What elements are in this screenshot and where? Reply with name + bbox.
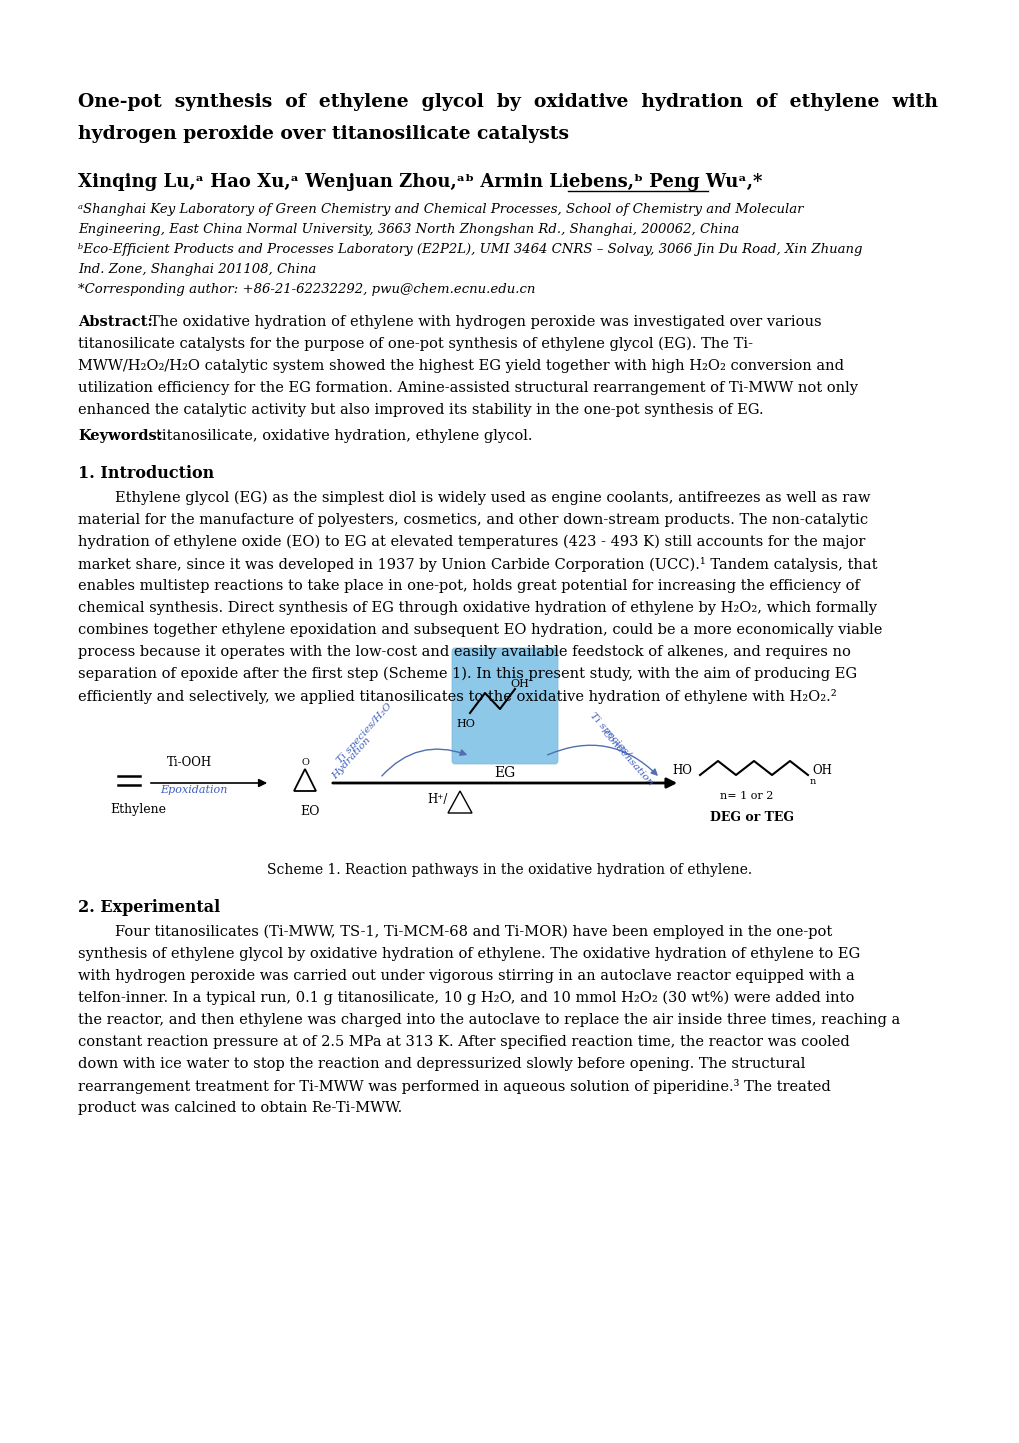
Text: the reactor, and then ethylene was charged into the autoclave to replace the air: the reactor, and then ethylene was charg… <box>77 1013 900 1027</box>
Text: Keywords:: Keywords: <box>77 429 162 443</box>
Text: titanosilicate, oxidative hydration, ethylene glycol.: titanosilicate, oxidative hydration, eth… <box>156 429 532 443</box>
Text: synthesis of ethylene glycol by oxidative hydration of ethylene. The oxidative h: synthesis of ethylene glycol by oxidativ… <box>77 947 859 961</box>
Text: Ethylene glycol (EG) as the simplest diol is widely used as engine coolants, ant: Ethylene glycol (EG) as the simplest dio… <box>77 491 869 505</box>
Text: combines together ethylene epoxidation and subsequent EO hydration, could be a m: combines together ethylene epoxidation a… <box>77 623 881 636</box>
Text: H⁺/: H⁺/ <box>427 794 447 807</box>
Text: Ti-OOH: Ti-OOH <box>166 756 211 769</box>
Text: material for the manufacture of polyesters, cosmetics, and other down-stream pro: material for the manufacture of polyeste… <box>77 514 867 527</box>
Text: O: O <box>301 758 309 768</box>
Text: The oxidative hydration of ethylene with hydrogen peroxide was investigated over: The oxidative hydration of ethylene with… <box>150 315 821 329</box>
Text: HO: HO <box>672 765 691 778</box>
Text: DEG or TEG: DEG or TEG <box>709 811 793 824</box>
Text: ᵃShanghai Key Laboratory of Green Chemistry and Chemical Processes, School of Ch: ᵃShanghai Key Laboratory of Green Chemis… <box>77 203 803 216</box>
Text: hydration of ethylene oxide (EO) to EG at elevated temperatures (423 - 493 K) st: hydration of ethylene oxide (EO) to EG a… <box>77 535 864 550</box>
Text: titanosilicate catalysts for the purpose of one-pot synthesis of ethylene glycol: titanosilicate catalysts for the purpose… <box>77 338 752 352</box>
Text: Epoxidation: Epoxidation <box>160 785 227 795</box>
Text: ᵇEco-Efficient Products and Processes Laboratory (E2P2L), UMI 3464 CNRS – Solvay: ᵇEco-Efficient Products and Processes La… <box>77 242 862 255</box>
Text: enables multistep reactions to take place in one-pot, holds great potential for : enables multistep reactions to take plac… <box>77 579 859 593</box>
Text: Abstract:: Abstract: <box>77 315 153 329</box>
Text: Ethylene: Ethylene <box>110 802 166 815</box>
Text: Hydration: Hydration <box>330 736 373 781</box>
Text: OH: OH <box>510 680 529 688</box>
Text: chemical synthesis. Direct synthesis of EG through oxidative hydration of ethyle: chemical synthesis. Direct synthesis of … <box>77 600 876 615</box>
Text: EG: EG <box>494 766 516 781</box>
Text: utilization efficiency for the EG formation. Amine-assisted structural rearrange: utilization efficiency for the EG format… <box>77 381 857 395</box>
Text: with hydrogen peroxide was carried out under vigorous stirring in an autoclave r: with hydrogen peroxide was carried out u… <box>77 970 854 983</box>
Text: MWW/H₂O₂/H₂O catalytic system showed the highest EG yield together with high H₂O: MWW/H₂O₂/H₂O catalytic system showed the… <box>77 359 843 372</box>
Text: Ti species/H₂O: Ti species/H₂O <box>335 701 394 765</box>
Text: efficiently and selectively, we applied titanosilicates to the oxidative hydrati: efficiently and selectively, we applied … <box>77 688 836 704</box>
Text: 1. Introduction: 1. Introduction <box>77 465 214 482</box>
Text: separation of epoxide after the first step (Scheme 1). In this present study, wi: separation of epoxide after the first st… <box>77 667 856 681</box>
Text: OH: OH <box>811 765 832 778</box>
Text: product was calcined to obtain Re-Ti-MWW.: product was calcined to obtain Re-Ti-MWW… <box>77 1101 401 1115</box>
Text: enhanced the catalytic activity but also improved its stability in the one-pot s: enhanced the catalytic activity but also… <box>77 403 763 417</box>
Text: hydrogen peroxide over titanosilicate catalysts: hydrogen peroxide over titanosilicate ca… <box>77 126 569 143</box>
Text: process because it operates with the low-cost and easily available feedstock of : process because it operates with the low… <box>77 645 850 659</box>
Text: telfon-inner. In a typical run, 0.1 g titanosilicate, 10 g H₂O, and 10 mmol H₂O₂: telfon-inner. In a typical run, 0.1 g ti… <box>77 991 854 1006</box>
Text: 2. Experimental: 2. Experimental <box>77 899 220 916</box>
Text: Scheme 1. Reaction pathways in the oxidative hydration of ethylene.: Scheme 1. Reaction pathways in the oxida… <box>267 863 752 877</box>
Text: down with ice water to stop the reaction and depressurized slowly before opening: down with ice water to stop the reaction… <box>77 1058 805 1071</box>
Text: n= 1 or 2: n= 1 or 2 <box>719 791 772 801</box>
Text: Engineering, East China Normal University, 3663 North Zhongshan Rd., Shanghai, 2: Engineering, East China Normal Universit… <box>77 224 739 237</box>
Text: market share, since it was developed in 1937 by Union Carbide Corporation (UCC).: market share, since it was developed in … <box>77 557 876 571</box>
Text: constant reaction pressure at of 2.5 MPa at 313 K. After specified reaction time: constant reaction pressure at of 2.5 MPa… <box>77 1035 849 1049</box>
Text: *Corresponding author: +86-21-62232292, pwu@chem.ecnu.edu.cn: *Corresponding author: +86-21-62232292, … <box>77 283 535 296</box>
Text: n: n <box>809 776 815 786</box>
Text: Four titanosilicates (Ti-MWW, TS-1, Ti-MCM-68 and Ti-MOR) have been employed in : Four titanosilicates (Ti-MWW, TS-1, Ti-M… <box>77 925 832 939</box>
Text: rearrangement treatment for Ti-MWW was performed in aqueous solution of piperidi: rearrangement treatment for Ti-MWW was p… <box>77 1079 829 1094</box>
Text: HO: HO <box>455 719 475 729</box>
Text: Ti species/: Ti species/ <box>587 711 632 759</box>
Text: Condensation: Condensation <box>600 729 655 788</box>
FancyBboxPatch shape <box>451 648 557 763</box>
Text: EO: EO <box>300 805 319 818</box>
Text: Xinqing Lu,ᵃ Hao Xu,ᵃ Wenjuan Zhou,ᵃᵇ Armin Liebens,ᵇ Peng Wuᵃ,*: Xinqing Lu,ᵃ Hao Xu,ᵃ Wenjuan Zhou,ᵃᵇ Ar… <box>77 173 761 190</box>
Text: Ind. Zone, Shanghai 201108, China: Ind. Zone, Shanghai 201108, China <box>77 263 316 276</box>
Text: One-pot  synthesis  of  ethylene  glycol  by  oxidative  hydration  of  ethylene: One-pot synthesis of ethylene glycol by … <box>77 92 937 111</box>
